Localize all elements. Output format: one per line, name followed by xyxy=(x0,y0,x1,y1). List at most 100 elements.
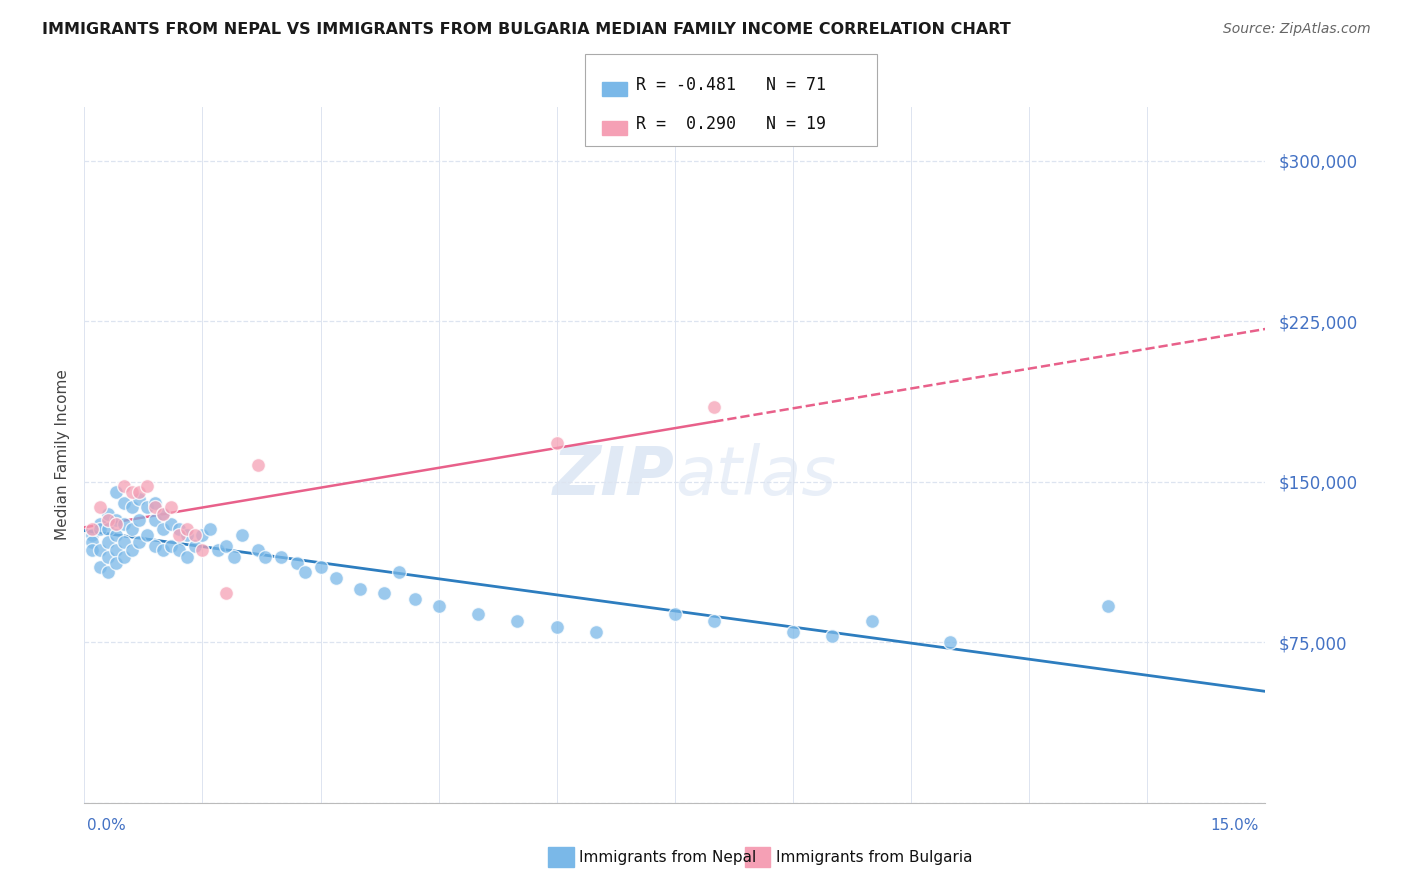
Point xyxy=(373,586,395,600)
Point xyxy=(82,522,104,536)
Point xyxy=(215,539,238,553)
Text: Immigrants from Bulgaria: Immigrants from Bulgaria xyxy=(776,850,973,864)
Point xyxy=(939,635,962,649)
Point xyxy=(703,614,725,628)
Point xyxy=(254,549,277,564)
Point xyxy=(183,539,205,553)
Point xyxy=(782,624,804,639)
Point xyxy=(112,517,135,532)
Point xyxy=(191,528,214,542)
Point xyxy=(860,614,883,628)
Point xyxy=(325,571,347,585)
Point xyxy=(294,565,316,579)
Point xyxy=(97,549,120,564)
Point xyxy=(82,534,104,549)
Point xyxy=(89,560,111,574)
Point xyxy=(200,522,222,536)
Point xyxy=(136,528,159,542)
Point xyxy=(97,534,120,549)
Point xyxy=(160,517,183,532)
Point xyxy=(160,539,183,553)
Point xyxy=(176,528,198,542)
Point xyxy=(97,513,120,527)
Point xyxy=(152,507,174,521)
Point xyxy=(143,513,166,527)
Point xyxy=(104,513,127,527)
Point xyxy=(703,400,725,414)
Point xyxy=(176,522,198,536)
Point xyxy=(585,624,607,639)
Point xyxy=(183,528,205,542)
Point xyxy=(136,479,159,493)
Text: Source: ZipAtlas.com: Source: ZipAtlas.com xyxy=(1223,22,1371,37)
Point xyxy=(89,522,111,536)
Point xyxy=(112,549,135,564)
Point xyxy=(176,549,198,564)
Point xyxy=(136,500,159,515)
Point xyxy=(546,620,568,634)
Point xyxy=(128,491,150,506)
Point xyxy=(97,565,120,579)
Point xyxy=(97,507,120,521)
Point xyxy=(121,485,143,500)
Point xyxy=(152,543,174,558)
Point xyxy=(309,560,332,574)
Point xyxy=(546,436,568,450)
Point xyxy=(128,485,150,500)
Point xyxy=(664,607,686,622)
Point xyxy=(143,496,166,510)
Point xyxy=(112,479,135,493)
Text: 0.0%: 0.0% xyxy=(87,818,127,832)
Point xyxy=(104,543,127,558)
Point xyxy=(388,565,411,579)
Point xyxy=(121,543,143,558)
Text: atlas: atlas xyxy=(675,442,837,508)
Point xyxy=(167,522,190,536)
Point xyxy=(427,599,450,613)
Point xyxy=(246,543,269,558)
Text: R =  0.290   N = 19: R = 0.290 N = 19 xyxy=(636,115,825,133)
Point xyxy=(160,500,183,515)
Point xyxy=(285,556,308,570)
Point xyxy=(246,458,269,472)
Y-axis label: Median Family Income: Median Family Income xyxy=(55,369,70,541)
Point xyxy=(506,614,529,628)
Text: IMMIGRANTS FROM NEPAL VS IMMIGRANTS FROM BULGARIA MEDIAN FAMILY INCOME CORRELATI: IMMIGRANTS FROM NEPAL VS IMMIGRANTS FROM… xyxy=(42,22,1011,37)
Point xyxy=(97,522,120,536)
Point xyxy=(104,556,127,570)
Point xyxy=(128,513,150,527)
Point xyxy=(82,528,104,542)
Point xyxy=(104,528,127,542)
Point xyxy=(167,543,190,558)
Point xyxy=(404,592,426,607)
Point xyxy=(467,607,489,622)
Point xyxy=(207,543,229,558)
Point xyxy=(143,539,166,553)
Point xyxy=(143,500,166,515)
Text: Immigrants from Nepal: Immigrants from Nepal xyxy=(579,850,756,864)
Point xyxy=(215,586,238,600)
Point xyxy=(349,582,371,596)
Point xyxy=(152,522,174,536)
Point xyxy=(121,500,143,515)
Text: ZIP: ZIP xyxy=(553,442,675,508)
Point xyxy=(112,534,135,549)
Point xyxy=(167,528,190,542)
Point xyxy=(231,528,253,542)
Point xyxy=(89,543,111,558)
Text: R = -0.481   N = 71: R = -0.481 N = 71 xyxy=(636,76,825,94)
Point xyxy=(112,496,135,510)
Point xyxy=(1097,599,1119,613)
Point xyxy=(104,485,127,500)
Point xyxy=(128,534,150,549)
Point xyxy=(191,543,214,558)
Point xyxy=(222,549,245,564)
Point xyxy=(82,543,104,558)
Point xyxy=(89,500,111,515)
Text: 15.0%: 15.0% xyxy=(1211,818,1258,832)
Point xyxy=(152,507,174,521)
Point xyxy=(89,517,111,532)
Point xyxy=(270,549,292,564)
Point xyxy=(104,517,127,532)
Point xyxy=(121,522,143,536)
